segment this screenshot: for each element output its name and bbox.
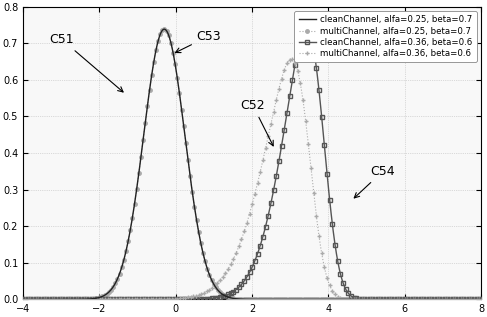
multiChannel, alfa=0.36, beta=0.6	[210, 285, 216, 289]
cleanChannel, alfa=0.36, beta=0.6	[43, 297, 49, 301]
Line: multiChannel, alfa=0.36, beta=0.6: multiChannel, alfa=0.36, beta=0.6	[0, 56, 487, 302]
multiChannel, alfa=0.36, beta=0.6	[449, 297, 454, 301]
cleanChannel, alfa=0.25, beta=0.7	[43, 297, 49, 301]
cleanChannel, alfa=0.36, beta=0.6	[449, 297, 454, 301]
multiChannel, alfa=0.25, beta=0.7	[161, 27, 167, 31]
Text: C54: C54	[354, 165, 395, 198]
Line: cleanChannel, alfa=0.25, beta=0.7: cleanChannel, alfa=0.25, beta=0.7	[0, 29, 487, 299]
multiChannel, alfa=0.25, beta=0.7	[43, 297, 49, 301]
cleanChannel, alfa=0.36, beta=0.6	[303, 27, 309, 30]
Line: multiChannel, alfa=0.25, beta=0.7: multiChannel, alfa=0.25, beta=0.7	[0, 28, 487, 301]
multiChannel, alfa=0.36, beta=0.6	[187, 295, 193, 299]
multiChannel, alfa=0.36, beta=0.6	[288, 57, 294, 61]
multiChannel, alfa=0.36, beta=0.6	[75, 297, 80, 301]
cleanChannel, alfa=0.25, beta=0.7	[449, 297, 454, 301]
cleanChannel, alfa=0.25, beta=0.7	[75, 297, 80, 301]
cleanChannel, alfa=0.25, beta=0.7	[187, 173, 193, 177]
multiChannel, alfa=0.25, beta=0.7	[75, 297, 80, 301]
cleanChannel, alfa=0.25, beta=0.7	[210, 281, 216, 285]
cleanChannel, alfa=0.36, beta=0.6	[75, 297, 80, 301]
multiChannel, alfa=0.25, beta=0.7	[210, 281, 216, 285]
Text: C52: C52	[241, 99, 273, 146]
Text: C51: C51	[50, 33, 123, 92]
cleanChannel, alfa=0.36, beta=0.6	[187, 297, 193, 301]
multiChannel, alfa=0.25, beta=0.7	[187, 173, 193, 177]
multiChannel, alfa=0.36, beta=0.6	[43, 297, 49, 301]
cleanChannel, alfa=0.36, beta=0.6	[210, 296, 216, 300]
Text: C53: C53	[175, 29, 222, 53]
Line: cleanChannel, alfa=0.36, beta=0.6: cleanChannel, alfa=0.36, beta=0.6	[0, 26, 487, 301]
Legend: cleanChannel, alfa=0.25, beta=0.7, multiChannel, alfa=0.25, beta=0.7, cleanChann: cleanChannel, alfa=0.25, beta=0.7, multi…	[295, 11, 477, 62]
cleanChannel, alfa=0.25, beta=0.7	[161, 27, 167, 31]
multiChannel, alfa=0.25, beta=0.7	[449, 297, 454, 301]
